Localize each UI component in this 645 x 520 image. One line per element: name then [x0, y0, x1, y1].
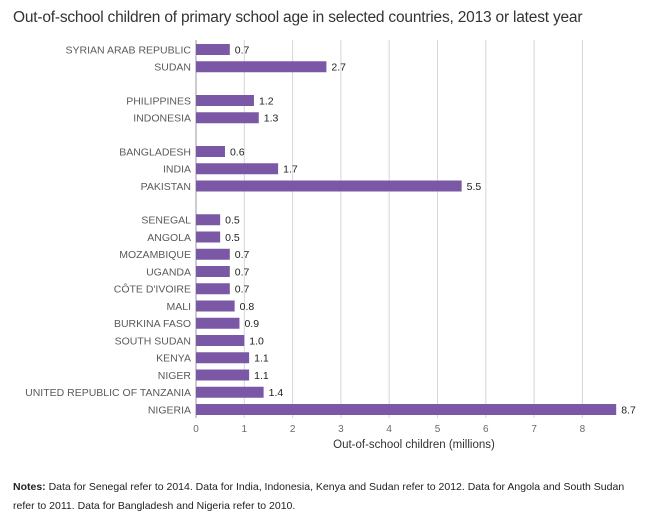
bar	[196, 214, 221, 226]
category-labels: SYRIAN ARAB REPUBLIC SUDAN PHILIPPINES INDO…	[25, 44, 191, 416]
bar	[196, 352, 250, 364]
bar-chart: SYRIAN ARAB REPUBLIC SUDAN PHILIPPINES INDO…	[25, 40, 636, 451]
category-label: ANGOLA	[147, 232, 191, 244]
bar	[196, 163, 279, 175]
gridlines	[195, 40, 583, 418]
category-label: MOZAMBIQUE	[119, 249, 191, 261]
value-label: 1.1	[254, 370, 269, 382]
value-label: 1.7	[283, 164, 298, 176]
bar	[196, 44, 230, 55]
value-label: 0.5	[225, 232, 240, 244]
value-label: 1.2	[259, 95, 274, 107]
value-label: 1.1	[254, 353, 269, 365]
x-tick-label: 2	[290, 424, 296, 435]
value-label: 8.7	[621, 404, 636, 416]
bar	[196, 248, 230, 260]
bar	[196, 335, 245, 346]
bar	[196, 300, 235, 312]
x-tick-label: 6	[483, 424, 489, 435]
x-axis-ticks: 0 1 2 3 4 5 6 7 8	[193, 424, 585, 435]
notes-text: Data for Senegal refer to 2014. Data for…	[13, 481, 625, 512]
category-label: SYRIAN ARAB REPUBLIC	[66, 44, 192, 56]
x-axis-title: Out-of-school children (millions)	[333, 439, 495, 451]
category-label: MALI	[166, 301, 191, 313]
category-label: KENYA	[156, 353, 191, 365]
bar	[196, 266, 230, 277]
bar	[196, 146, 225, 157]
category-label: SUDAN	[154, 62, 191, 74]
notes-label: Notes:	[13, 481, 46, 493]
bar	[196, 95, 254, 106]
value-label: 0.7	[235, 266, 250, 278]
value-label: 1.3	[264, 113, 279, 125]
category-label: UNITED REPUBLIC OF TANZANIA	[25, 387, 191, 399]
x-tick-label: 7	[531, 424, 537, 435]
category-label: CÔTE D'IVOIRE	[114, 283, 191, 296]
category-label: BURKINA FASO	[114, 318, 191, 330]
category-label: BANGLADESH	[119, 146, 191, 158]
value-labels: 0.7 2.7 1.2 1.3 0.6 1.7 5.5 0.5 0.5 0.7 0.7 0.7 0.8 0…	[225, 44, 636, 416]
bar	[196, 283, 230, 295]
category-label: INDIA	[163, 164, 191, 176]
x-tick-label: 1	[242, 424, 248, 435]
category-label: NIGER	[158, 370, 192, 382]
value-label: 1.0	[249, 335, 264, 347]
category-label: PAKISTAN	[141, 181, 191, 193]
chart-title: Out-of-school children of primary school…	[13, 9, 583, 26]
value-label: 0.7	[235, 249, 250, 261]
value-label: 0.8	[240, 301, 255, 313]
notes: Notes: Data for Senegal refer to 2014. D…	[13, 478, 633, 516]
bar	[196, 231, 221, 243]
bar	[196, 404, 617, 415]
bar	[196, 369, 250, 381]
x-tick-label: 0	[193, 424, 199, 435]
value-label: 0.5	[225, 215, 240, 227]
value-label: 1.4	[269, 387, 284, 399]
bar	[196, 112, 259, 124]
category-label: PHILIPPINES	[126, 95, 191, 107]
value-label: 2.7	[331, 62, 346, 74]
value-label: 0.6	[230, 146, 245, 158]
value-label: 0.7	[235, 44, 250, 56]
value-label: 5.5	[467, 181, 482, 193]
bar	[196, 180, 462, 192]
value-label: 0.7	[235, 284, 250, 296]
bar	[196, 317, 240, 329]
x-tick-label: 8	[580, 424, 586, 435]
x-tick-label: 3	[338, 424, 344, 435]
value-label: 0.9	[244, 318, 259, 330]
x-tick-label: 5	[435, 424, 441, 435]
category-label: UGANDA	[146, 266, 191, 278]
bars	[196, 44, 617, 415]
category-label: NIGERIA	[148, 404, 191, 416]
x-tick-label: 4	[386, 424, 392, 435]
category-label: SOUTH SUDAN	[115, 335, 191, 347]
bar	[196, 61, 327, 73]
bar	[196, 386, 264, 398]
category-label: INDONESIA	[133, 113, 191, 125]
category-label: SENEGAL	[141, 215, 191, 227]
